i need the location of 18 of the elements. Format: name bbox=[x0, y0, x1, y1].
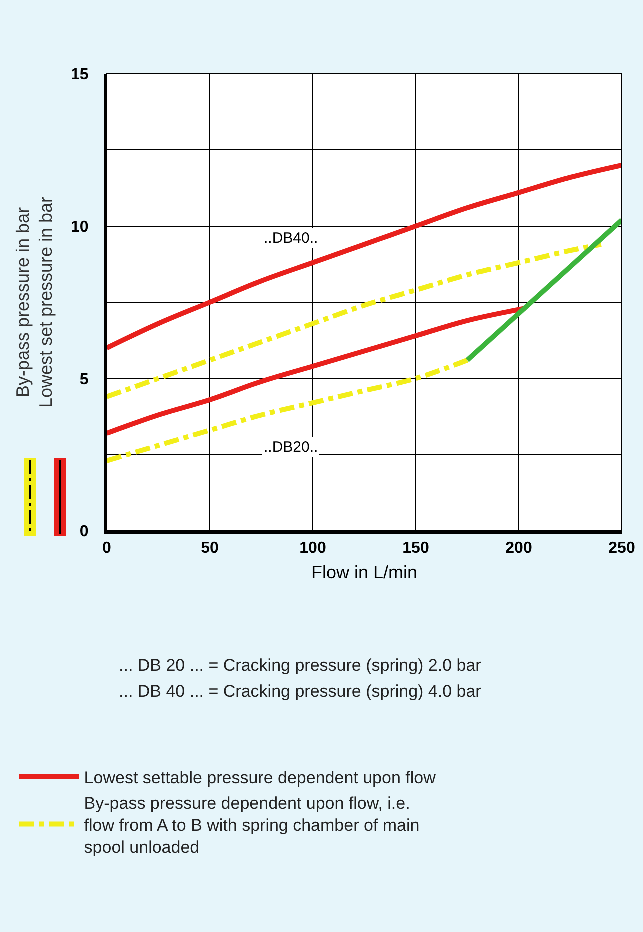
x-tick-label: 100 bbox=[300, 540, 326, 558]
legend-label: Lowest settable pressure dependent upon flow bbox=[84, 768, 437, 788]
text: ... DB 20 ... = Cracking pressure (spring) 2.0 bar bbox=[119, 656, 482, 675]
y-tick-label: 5 bbox=[80, 371, 89, 388]
y-tick-label: 10 bbox=[71, 218, 89, 236]
text: ... DB 40 ... = Cracking pressure (spring) 4.0 bar bbox=[119, 682, 482, 701]
y-tick-label: 0 bbox=[80, 524, 89, 541]
x-tick-label: 50 bbox=[201, 540, 219, 558]
x-tick-label: 200 bbox=[506, 540, 532, 558]
x-tick-label: 150 bbox=[402, 540, 430, 558]
legend-label: By-pass pressure dependent upon flow, i.e. flow from A to B with spring chamber of main spool unloaded bbox=[84, 794, 420, 857]
x-tick-label: 250 bbox=[608, 540, 636, 558]
x-tick-label: 0 bbox=[102, 540, 112, 558]
annotation: ..DB20.. bbox=[264, 439, 318, 456]
y-tick-label: 15 bbox=[71, 66, 89, 84]
annotation: ..DB40.. bbox=[264, 230, 318, 247]
x-axis-title: Flow in L/min bbox=[311, 562, 418, 582]
y-axis-title: By-pass pressure in bar Lowest set pressure in bar bbox=[12, 196, 56, 408]
